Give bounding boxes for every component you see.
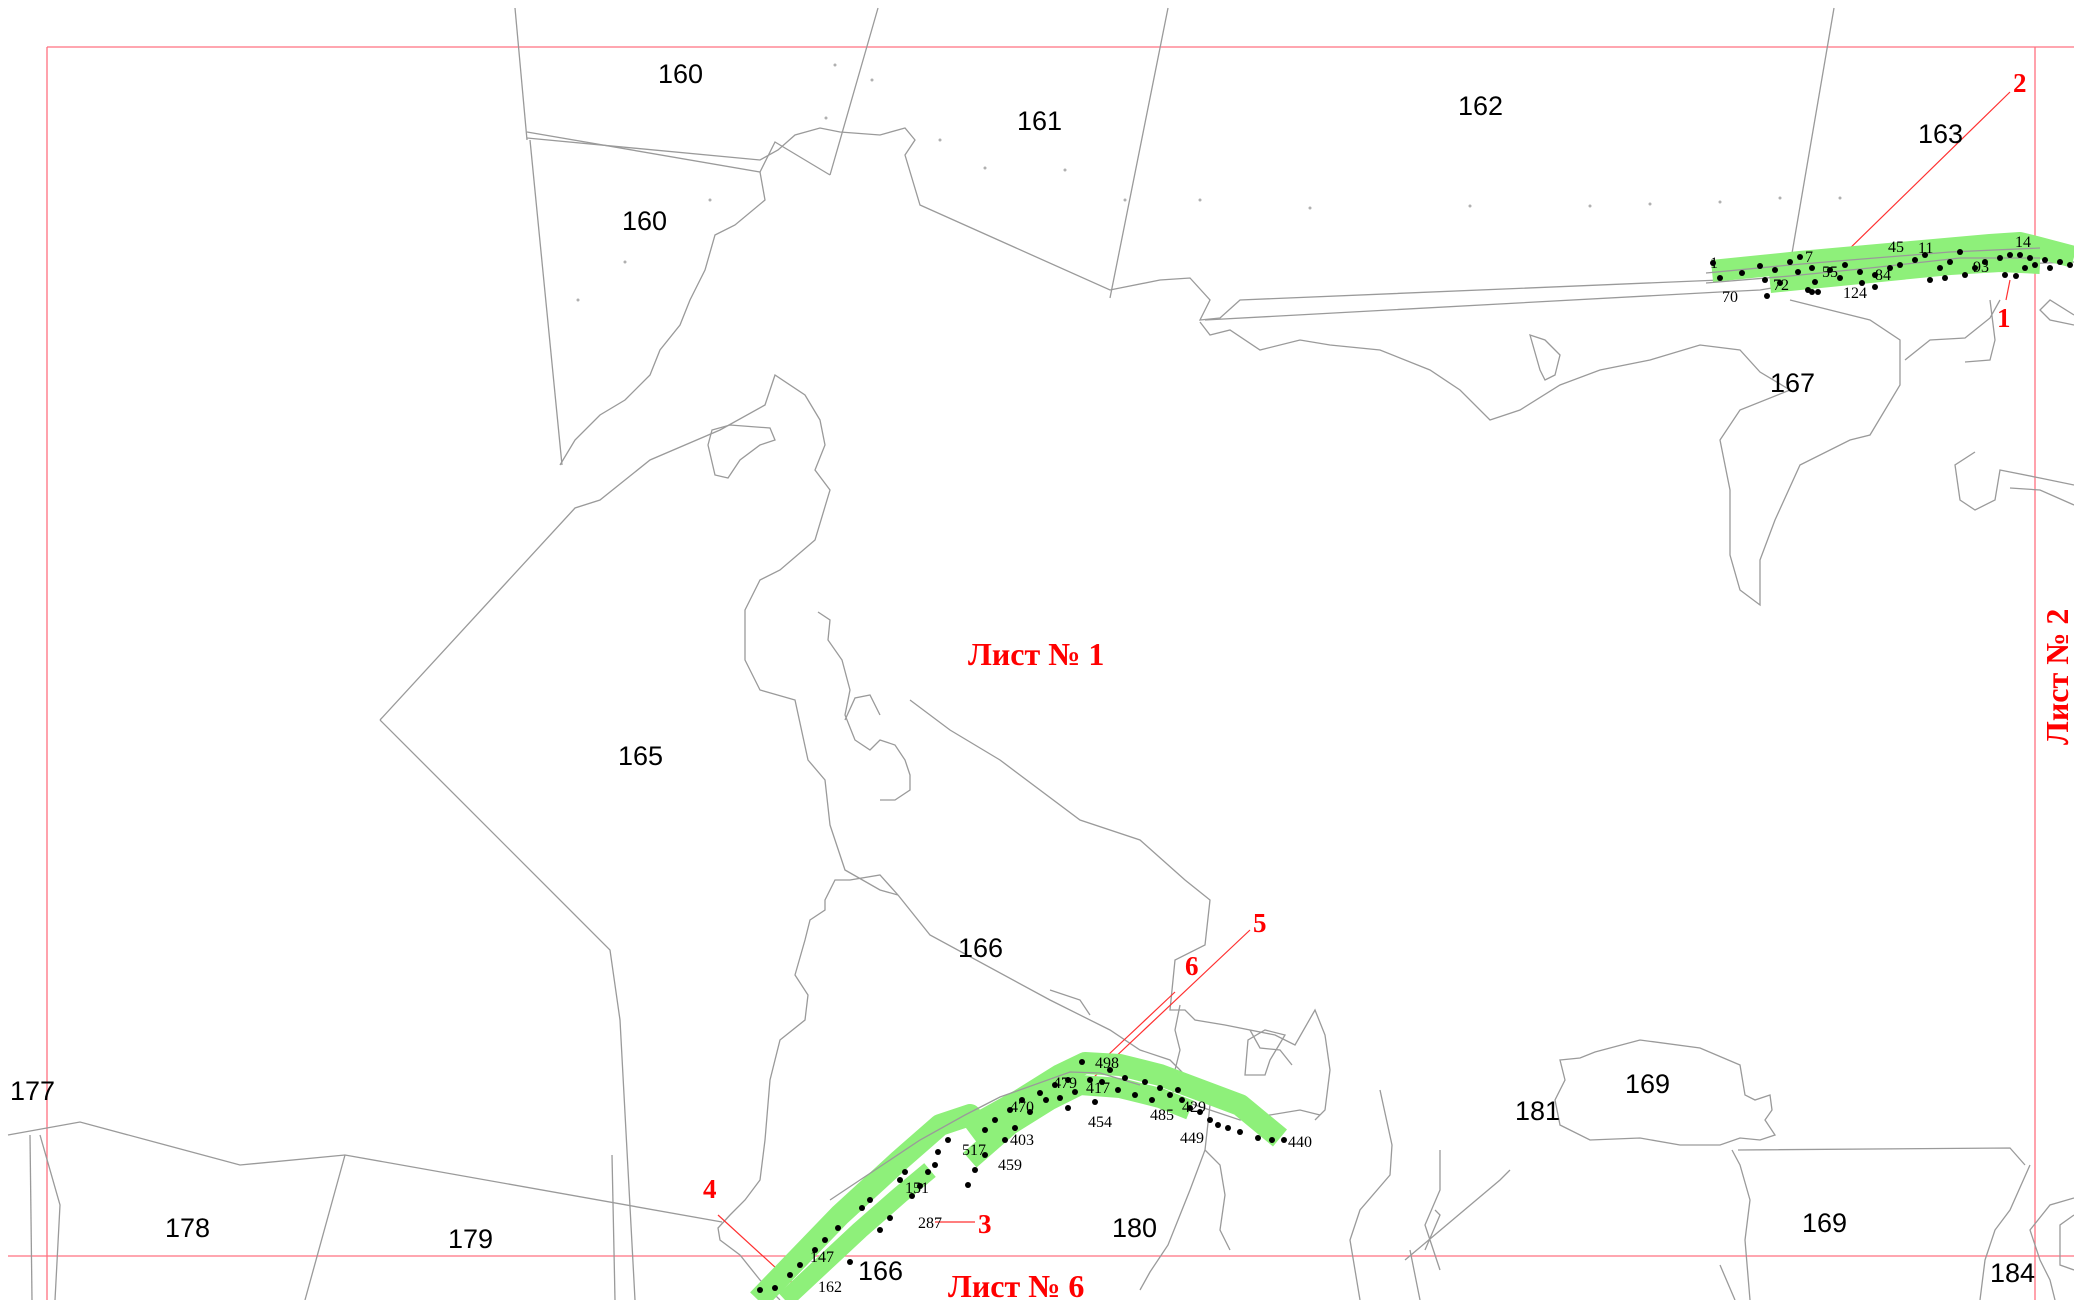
parcel-label: 165 <box>618 741 663 771</box>
survey-point-label: 147 <box>810 1249 834 1266</box>
survey-point-label: 14 <box>2015 234 2031 251</box>
survey-point-label: 459 <box>998 1157 1022 1174</box>
survey-point-label: 84 <box>1875 267 1891 284</box>
parcel-label: 163 <box>1918 119 1963 149</box>
survey-point-label: 498 <box>1095 1055 1119 1072</box>
parcel-label: 169 <box>1802 1208 1847 1238</box>
callout-labels: 1 2 3 4 5 6 <box>703 68 2027 1239</box>
survey-point-label: 429 <box>1182 1099 1206 1116</box>
sheet-label-6: Лист № 6 <box>948 1268 1084 1300</box>
survey-point-label: 417 <box>1086 1080 1110 1097</box>
road-lines <box>829 247 2041 1201</box>
survey-point-label: 162 <box>818 1279 842 1296</box>
callout-number: 6 <box>1185 951 1199 981</box>
parcel-label: 160 <box>622 206 667 236</box>
survey-point-labels-south: 498 479 417 429 470 454 485 449 440 403 … <box>810 1055 1312 1296</box>
callout-number: 5 <box>1253 908 1267 938</box>
survey-point-labels-north: 1 7 14 45 11 55 72 84 93 70 124 <box>1710 234 2031 306</box>
survey-point-label: 11 <box>1918 240 1933 257</box>
survey-point-label: 70 <box>1722 289 1738 306</box>
survey-point-label: 440 <box>1288 1134 1312 1151</box>
parcel-label: 161 <box>1017 106 1062 136</box>
survey-point-label: 449 <box>1180 1130 1204 1147</box>
parcel-label: 166 <box>958 933 1003 963</box>
parcel-label: 167 <box>1770 368 1815 398</box>
field-dots <box>576 63 1842 302</box>
sheet-label-2: Лист № 2 <box>2039 609 2074 745</box>
survey-point-label: 151 <box>905 1180 929 1197</box>
survey-point-label: 287 <box>918 1215 942 1232</box>
survey-point-label: 470 <box>1010 1099 1034 1116</box>
parcel-labels: 160 160 161 162 163 167 165 166 166 169 … <box>10 59 2035 1288</box>
parcel-label: 177 <box>10 1076 55 1106</box>
callout-number: 2 <box>2013 68 2027 98</box>
corridor-south <box>750 1052 1288 1300</box>
survey-point-label: 479 <box>1053 1075 1077 1092</box>
sheet-labels: Лист № 1 Лист № 6 Лист № 2 <box>948 609 2074 1300</box>
survey-point-label: 485 <box>1150 1107 1174 1124</box>
parcel-label: 162 <box>1458 91 1503 121</box>
survey-point-label: 454 <box>1088 1114 1112 1131</box>
parcel-label: 181 <box>1515 1096 1560 1126</box>
callout-number: 3 <box>978 1209 992 1239</box>
callout-number: 1 <box>1997 303 2011 333</box>
survey-point-label: 1 <box>1710 255 1718 272</box>
callout-number: 4 <box>703 1174 717 1204</box>
survey-point-label: 124 <box>1843 285 1867 302</box>
parcel-label: 178 <box>165 1213 210 1243</box>
parcel-label: 169 <box>1625 1069 1670 1099</box>
parcel-label: 160 <box>658 59 703 89</box>
survey-point-label: 72 <box>1773 277 1789 294</box>
sheet-label-1: Лист № 1 <box>968 636 1104 672</box>
survey-point-label: 403 <box>1010 1132 1034 1149</box>
survey-point-label: 55 <box>1822 264 1838 281</box>
parcel-boundaries <box>7 7 2074 1300</box>
survey-point-label: 517 <box>962 1142 986 1159</box>
parcel-label: 179 <box>448 1224 493 1254</box>
survey-points-north <box>1710 249 2073 299</box>
parcel-label: 180 <box>1112 1213 1157 1243</box>
survey-point-label: 7 <box>1805 249 1813 266</box>
survey-point-label: 93 <box>1973 259 1989 276</box>
parcel-label: 166 <box>858 1256 903 1286</box>
survey-point-label: 45 <box>1888 239 1904 256</box>
parcel-label: 184 <box>1990 1258 2035 1288</box>
survey-points-south <box>757 1059 1287 1293</box>
